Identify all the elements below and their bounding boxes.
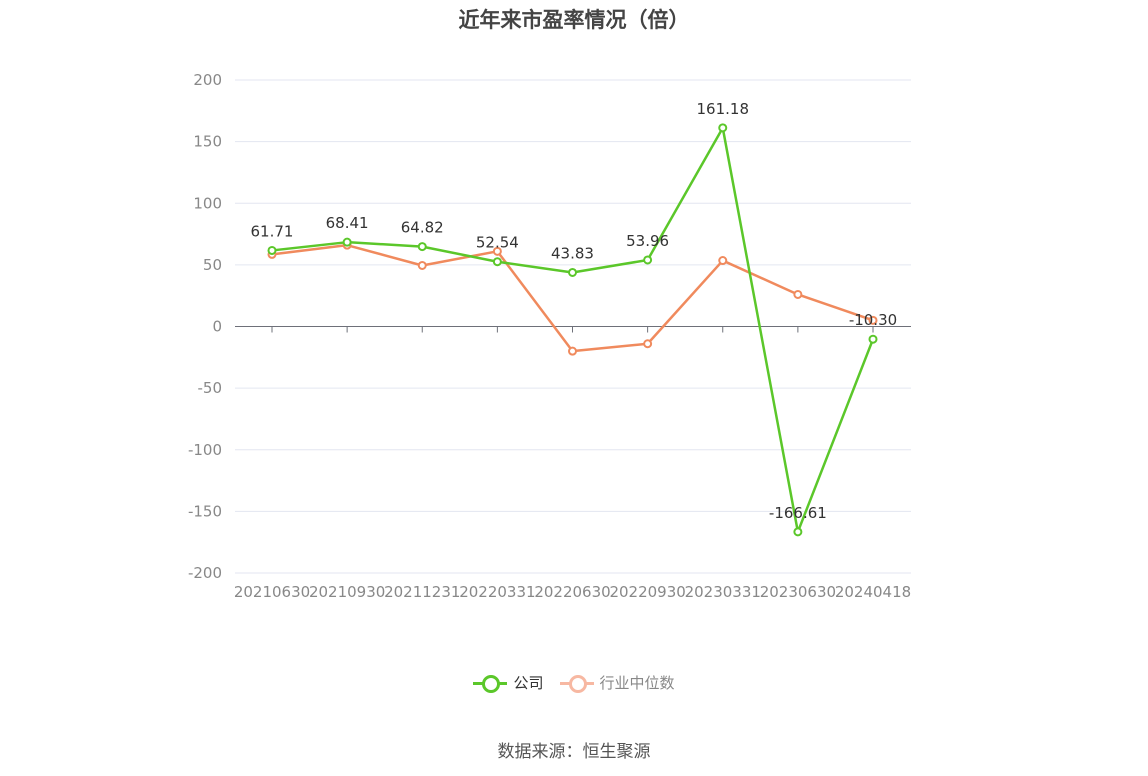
x-tick-label: 20210630	[234, 583, 310, 601]
x-tick-label: 20220630	[534, 583, 610, 601]
chart-title: 近年来市盈率情况（倍）	[458, 8, 690, 32]
x-tick-label: 20211231	[384, 583, 460, 601]
data-source: 数据来源：恒生聚源	[497, 742, 651, 762]
data-point	[793, 289, 803, 299]
data-point	[492, 246, 502, 256]
data-point	[718, 256, 728, 266]
data-label: 161.18	[697, 100, 750, 118]
y-tick-label: 0	[212, 318, 222, 336]
legend-label: 公司	[513, 674, 544, 692]
data-label: 68.41	[326, 214, 369, 232]
data-point	[568, 346, 577, 356]
y-tick-label: 150	[193, 133, 222, 151]
x-tick-label: 20230331	[685, 583, 761, 601]
y-tick-label: -200	[188, 564, 222, 582]
data-point	[793, 527, 803, 537]
data-label: -10.30	[849, 311, 897, 329]
data-point	[267, 245, 277, 255]
legend-swatch	[473, 674, 508, 693]
y-tick-label: 200	[193, 71, 222, 89]
y-tick-label: -50	[198, 379, 223, 397]
data-label: 53.96	[626, 232, 669, 250]
data-point	[868, 315, 878, 325]
legend-label: 行业中位数	[599, 674, 675, 692]
x-tick-label: 20220930	[609, 583, 685, 601]
y-tick-label: 100	[193, 194, 222, 212]
data-point	[342, 237, 352, 247]
x-tick-label: 20230630	[760, 583, 836, 601]
legend-item[interactable]: 公司	[473, 672, 544, 693]
data-point	[492, 257, 502, 267]
data-label: 52.54	[476, 234, 519, 252]
data-label: 43.83	[551, 244, 594, 262]
data-label: 64.82	[401, 219, 444, 237]
data-labels: 61.71 68.41 64.82 52.54 43.83 53.96 161.18 -166…	[251, 100, 898, 522]
data-label: 61.71	[251, 222, 294, 240]
data-point	[718, 123, 728, 133]
y-tick-label: -100	[188, 441, 222, 459]
y-tick-label: -150	[188, 502, 222, 520]
series-lines	[267, 123, 878, 537]
x-tick-label: 20220331	[459, 583, 535, 601]
y-tick-label: 50	[203, 256, 222, 274]
legend: 公司 行业中位数	[0, 672, 1148, 696]
data-label: -166.61	[769, 504, 827, 522]
data-point	[643, 339, 653, 349]
pe-ratio-line-chart: 200 150 100 50 0 -50 -100 -150 -200 2021063020210…	[188, 71, 911, 601]
data-point	[417, 260, 427, 270]
data-point	[417, 242, 427, 252]
data-point	[568, 267, 577, 277]
axes: 200 150 100 50 0 -50 -100 -150 -200 2021063020210…	[188, 71, 911, 601]
legend-item[interactable]: 行业中位数	[559, 672, 675, 693]
data-point	[643, 255, 653, 265]
legend-swatch	[559, 674, 594, 693]
x-tick-label: 20210930	[309, 583, 385, 601]
x-tick-label: 20240418	[835, 583, 911, 601]
data-point	[868, 334, 878, 344]
grid-lines	[235, 79, 911, 574]
